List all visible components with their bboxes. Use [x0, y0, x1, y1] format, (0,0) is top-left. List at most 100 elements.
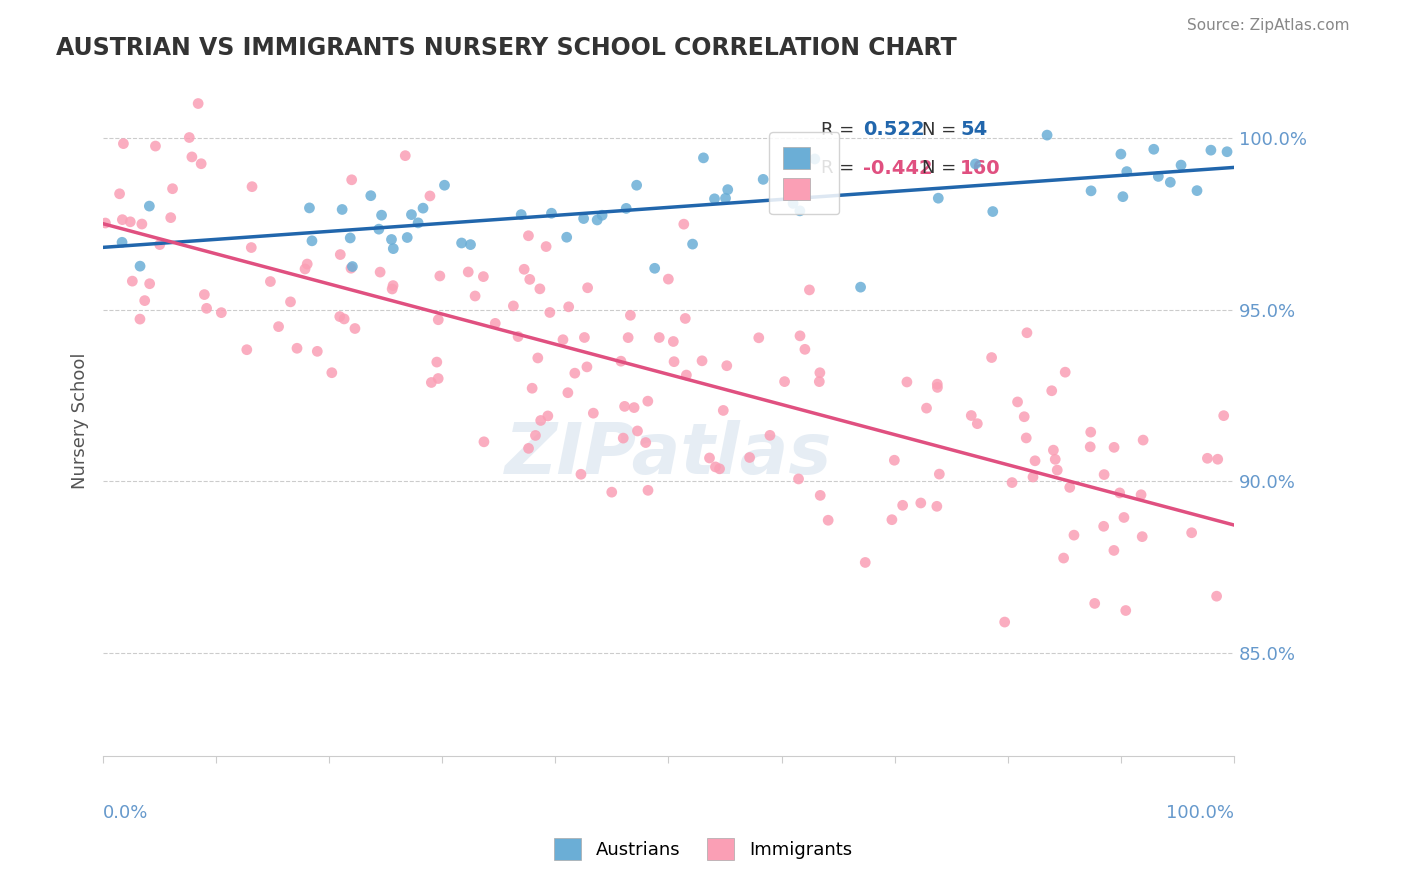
- Point: [339, 231, 361, 245]
- Point: [240, 179, 263, 194]
- Point: [457, 265, 479, 279]
- Point: [614, 202, 637, 216]
- Point: [180, 150, 202, 164]
- Point: [502, 299, 524, 313]
- Point: [1132, 433, 1154, 447]
- Point: [586, 213, 609, 227]
- Point: [94, 216, 117, 230]
- Point: [209, 306, 232, 320]
- Point: [367, 222, 389, 236]
- Text: R =: R =: [821, 159, 855, 178]
- Point: [880, 513, 903, 527]
- Point: [368, 265, 391, 279]
- Point: [600, 485, 623, 500]
- Point: [190, 157, 212, 171]
- Point: [381, 282, 404, 296]
- Point: [564, 366, 586, 380]
- Point: [429, 268, 451, 283]
- Point: [1063, 528, 1085, 542]
- Point: [1052, 551, 1074, 566]
- Point: [1040, 384, 1063, 398]
- Point: [803, 152, 825, 166]
- Point: [793, 343, 815, 357]
- Point: [1170, 158, 1192, 172]
- Point: [420, 376, 443, 390]
- Point: [555, 230, 578, 244]
- Point: [240, 241, 263, 255]
- Point: [1092, 467, 1115, 482]
- Point: [426, 355, 449, 369]
- Point: [280, 294, 302, 309]
- Point: [534, 239, 557, 253]
- Point: [1199, 143, 1222, 157]
- Point: [960, 409, 983, 423]
- Point: [297, 257, 319, 271]
- Text: N =: N =: [922, 159, 956, 178]
- Point: [121, 274, 143, 288]
- Point: [613, 400, 636, 414]
- Point: [690, 353, 713, 368]
- Point: [626, 178, 648, 193]
- Point: [703, 192, 725, 206]
- Point: [748, 331, 770, 345]
- Point: [1080, 425, 1102, 439]
- Point: [808, 375, 831, 389]
- Point: [380, 232, 402, 246]
- Point: [179, 130, 201, 145]
- Point: [333, 312, 356, 326]
- Point: [396, 230, 419, 244]
- Point: [506, 329, 529, 343]
- Text: -0.442: -0.442: [863, 159, 932, 178]
- Point: [575, 359, 598, 374]
- Point: [1130, 488, 1153, 502]
- Point: [162, 182, 184, 196]
- Point: [519, 272, 541, 286]
- Point: [120, 215, 142, 229]
- Point: [657, 272, 679, 286]
- Point: [307, 344, 329, 359]
- Point: [1102, 441, 1125, 455]
- Point: [551, 333, 574, 347]
- Point: [966, 417, 988, 431]
- Point: [1084, 596, 1107, 610]
- Point: [1112, 510, 1135, 524]
- Point: [634, 435, 657, 450]
- Point: [692, 151, 714, 165]
- Point: [1046, 463, 1069, 477]
- Text: 0.522: 0.522: [863, 120, 925, 139]
- Point: [472, 434, 495, 449]
- Point: [1130, 530, 1153, 544]
- Point: [513, 262, 536, 277]
- Point: [195, 301, 218, 316]
- Point: [1007, 395, 1029, 409]
- Point: [557, 300, 579, 314]
- Point: [1015, 326, 1038, 340]
- Point: [427, 312, 450, 326]
- Point: [896, 375, 918, 389]
- Point: [925, 500, 948, 514]
- Point: [464, 289, 486, 303]
- Point: [530, 413, 553, 427]
- Point: [382, 278, 405, 293]
- Point: [520, 381, 543, 395]
- Point: [574, 330, 596, 344]
- Point: [187, 96, 209, 111]
- Point: [662, 354, 685, 368]
- Point: [294, 262, 316, 277]
- Point: [1054, 365, 1077, 379]
- Point: [994, 615, 1017, 629]
- Point: [1078, 440, 1101, 454]
- Point: [236, 343, 259, 357]
- Point: [427, 371, 450, 385]
- Point: [849, 280, 872, 294]
- Point: [510, 208, 533, 222]
- Point: [1024, 454, 1046, 468]
- Point: [808, 488, 831, 502]
- Point: [927, 377, 949, 392]
- Legend: , : ,: [769, 132, 839, 214]
- Point: [340, 261, 363, 276]
- Point: [704, 459, 727, 474]
- Point: [662, 334, 685, 349]
- Point: [193, 287, 215, 301]
- Point: [259, 275, 281, 289]
